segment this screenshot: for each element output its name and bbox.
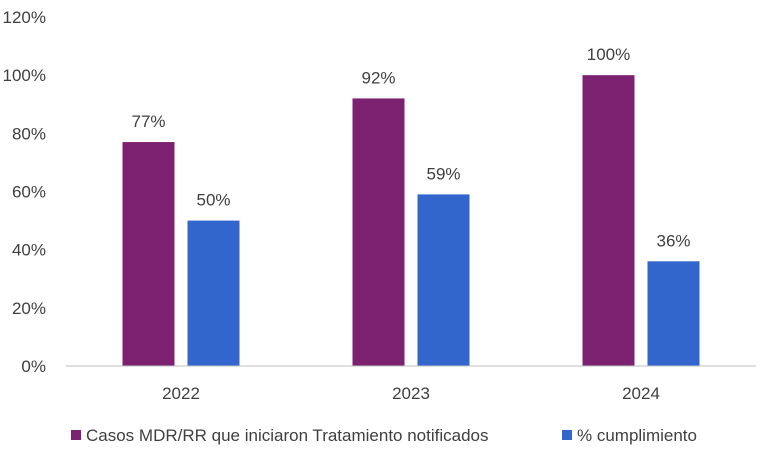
bar <box>417 194 470 366</box>
bar <box>122 142 175 366</box>
data-label: 50% <box>196 191 230 210</box>
y-tick-label: 100% <box>3 66 46 85</box>
legend-label: % cumplimiento <box>577 426 697 445</box>
y-tick-label: 0% <box>21 357 46 376</box>
y-tick-label: 40% <box>12 241 46 260</box>
y-tick-label: 60% <box>12 183 46 202</box>
data-label: 92% <box>361 68 395 87</box>
data-label: 59% <box>426 164 460 183</box>
data-label: 100% <box>587 45 630 64</box>
y-axis: 0% 20% 40% 60% 80% 100% 120% <box>3 8 46 376</box>
x-axis: 2022 2023 2024 <box>162 384 660 403</box>
bar <box>187 220 240 366</box>
x-tick-label: 2022 <box>162 384 200 403</box>
data-label: 36% <box>656 231 690 250</box>
bars-group <box>122 75 700 367</box>
legend-label: Casos MDR/RR que iniciaron Tratamiento n… <box>86 426 489 445</box>
bar <box>582 75 635 367</box>
legend-swatch <box>562 430 572 440</box>
x-tick-label: 2024 <box>622 384 660 403</box>
data-label: 77% <box>131 112 165 131</box>
bar-labels-group: 77% 50% 92% 59% 100% 36% <box>131 45 690 250</box>
y-tick-label: 80% <box>12 124 46 143</box>
bar <box>352 98 405 366</box>
legend-swatch <box>71 430 81 440</box>
x-tick-label: 2023 <box>392 384 430 403</box>
legend: Casos MDR/RR que iniciaron Tratamiento n… <box>71 426 697 445</box>
y-tick-label: 20% <box>12 299 46 318</box>
y-tick-label: 120% <box>3 8 46 27</box>
bar <box>647 261 700 366</box>
